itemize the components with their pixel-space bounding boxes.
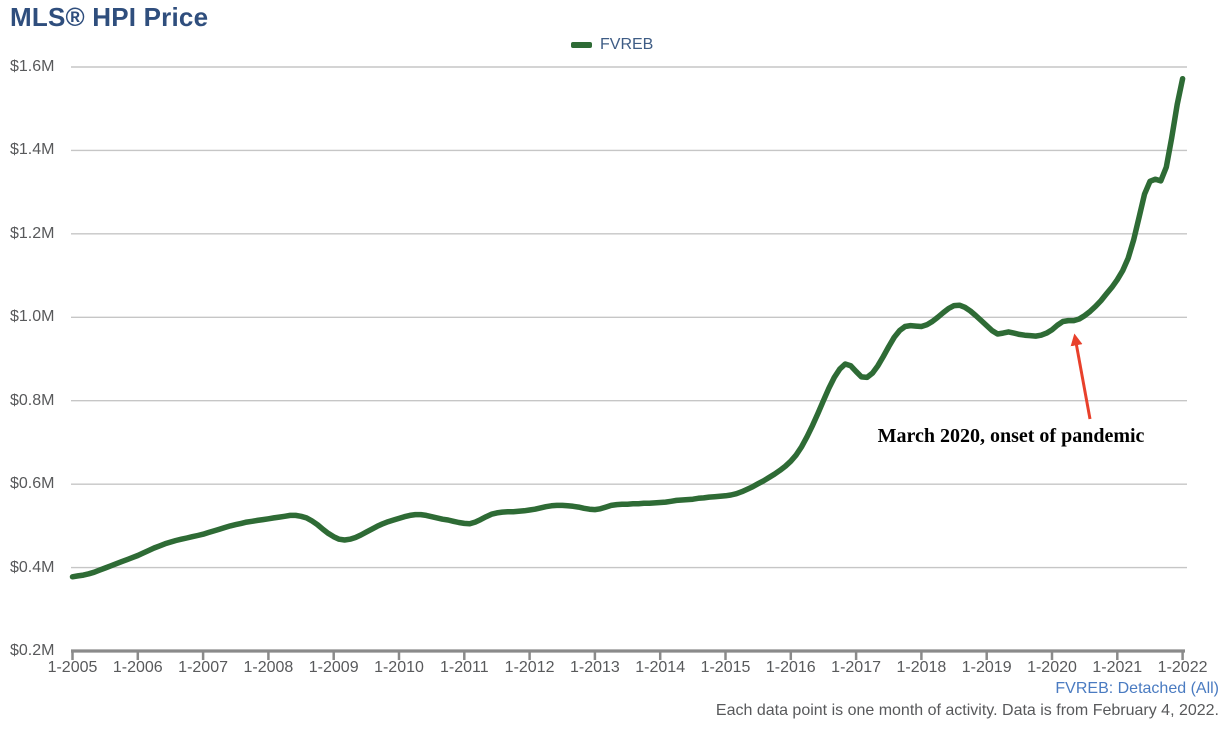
x-axis-label: 1-2011 [439,659,489,676]
y-axis-label: $0.2M [10,642,55,659]
x-axis-label: 1-2019 [961,659,1012,676]
y-axis-label: $1.2M [10,224,55,242]
legend-line-swatch [571,42,592,48]
y-axis-label: $1.0M [10,308,55,326]
x-axis-label: 1-2013 [569,659,620,676]
x-axis-label: 1-2007 [178,659,228,676]
y-axis-label: $0.4M [10,558,55,576]
annotation-arrow-icon [1070,333,1092,420]
x-axis-label: 1-2012 [504,659,555,676]
series-descriptor[interactable]: FVREB: Detached (All) [1055,680,1219,697]
page-title: MLS® HPI Price [10,2,209,32]
y-axis-label: $1.6M [10,58,55,75]
x-axis-label: 1-2005 [47,659,98,676]
x-axis-label: 1-2010 [374,659,424,676]
y-axis-label: $0.8M [10,391,55,409]
annotation-text: March 2020, onset of pandemic [877,425,1145,447]
fvreb-series-line [69,75,1186,580]
gridlines [71,66,1187,569]
legend-item-fvreb[interactable]: FVREB [571,36,653,54]
legend-label: FVREB [600,36,654,53]
x-axis-label: 1-2008 [243,659,294,676]
x-axis-label: 1-2017 [831,659,881,676]
y-axis-label: $1.4M [10,141,55,159]
x-axis-label: 1-2018 [896,659,947,676]
x-axis-label: 1-2009 [308,659,359,676]
x-axis-label: 1-2014 [635,659,686,676]
x-axis-label: 1-2022 [1157,659,1208,676]
data-source-note: Each data point is one month of activity… [715,702,1219,719]
x-axis-label: 1-2020 [1027,659,1077,676]
x-axis-label: 1-2006 [112,659,163,676]
x-axis-label: 1-2015 [700,659,751,676]
x-axis-label: 1-2016 [765,659,816,676]
y-axis-label: $0.6M [10,475,55,493]
x-axis-label: 1-2021 [1092,659,1143,676]
x-axis-ticks [71,652,1184,660]
